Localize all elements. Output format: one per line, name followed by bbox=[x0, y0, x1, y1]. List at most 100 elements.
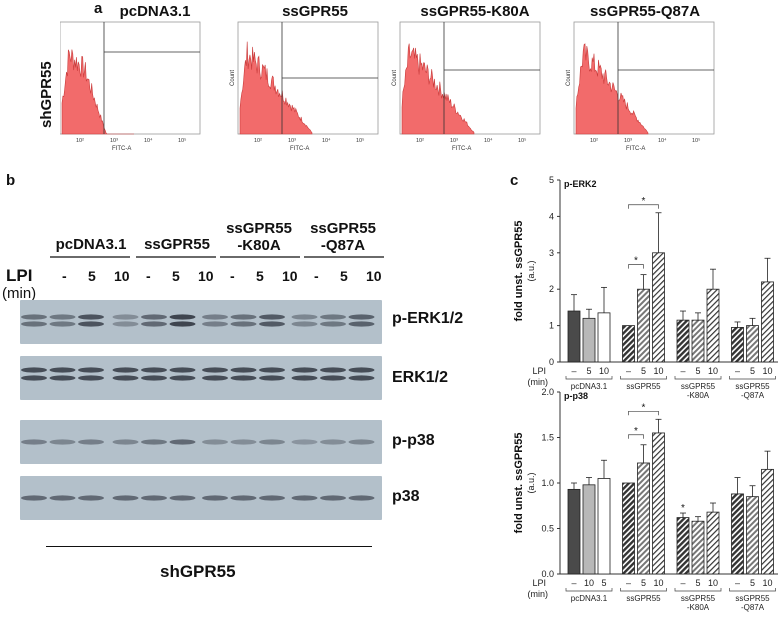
flow-histogram bbox=[239, 41, 313, 135]
blot-band bbox=[291, 439, 318, 445]
flow-x-tick: 10³ bbox=[110, 138, 118, 144]
panel-b-letter: b bbox=[6, 172, 16, 189]
wb-lpi-label: LPI bbox=[6, 266, 33, 285]
blot-p-erk bbox=[20, 300, 382, 344]
chart-dose-label: – bbox=[735, 578, 740, 588]
chart-group-bracket bbox=[565, 588, 613, 592]
chart-y-tick-label: 0.0 bbox=[541, 569, 554, 579]
flow-y-label: Count bbox=[230, 70, 236, 86]
chart-dose-label: – bbox=[680, 578, 685, 588]
chart-group-label: ssGPR55 bbox=[626, 594, 661, 603]
blot-band bbox=[259, 314, 285, 320]
flow-x-tick: 10³ bbox=[450, 138, 458, 144]
flow-x-tick: 10² bbox=[254, 138, 262, 144]
chart-bar bbox=[637, 288, 650, 363]
chart-dose-label: 5 bbox=[601, 578, 606, 588]
flow-histogram bbox=[61, 49, 134, 135]
panel-c-letter: c bbox=[510, 172, 519, 189]
blot-band bbox=[348, 314, 375, 320]
chart-sig-star: * bbox=[681, 503, 685, 514]
blot-label-p-p38: p-p38 bbox=[392, 432, 435, 449]
blot-band bbox=[259, 367, 285, 373]
panel-a-letter: a bbox=[94, 0, 103, 17]
chart-dose-label: 10 bbox=[762, 366, 772, 376]
blot-band bbox=[21, 314, 47, 320]
chart-bar bbox=[652, 432, 665, 575]
wb-dose-label: 5 bbox=[88, 268, 96, 284]
flow-plot-3: Count 10² 10³ 10⁴ 10⁵ FITC-A bbox=[566, 21, 715, 152]
wb-dose-label: - bbox=[146, 268, 151, 284]
flow-x-tick: 10⁵ bbox=[692, 137, 700, 144]
blot-band bbox=[320, 367, 346, 373]
chart-dose-label: 5 bbox=[641, 366, 646, 376]
blot-band bbox=[141, 367, 167, 373]
blot-band bbox=[141, 321, 167, 327]
chart-y-tick-label: 0.5 bbox=[541, 524, 554, 534]
flow-plot-2: Count 10² 10³ 10⁴ 10⁵ FITC-A bbox=[392, 21, 541, 152]
flow-histogram bbox=[575, 43, 649, 135]
wb-dose-label: 5 bbox=[256, 268, 264, 284]
chart-y-tick-label: 2.0 bbox=[541, 387, 554, 397]
blot-band bbox=[112, 321, 139, 327]
chart-group-bracket bbox=[729, 376, 776, 380]
flow-x-tick: 10⁵ bbox=[356, 137, 364, 144]
chart-bar bbox=[676, 319, 690, 363]
blot-band bbox=[49, 495, 76, 501]
blot-band bbox=[259, 439, 285, 445]
chart-group-label-2: -Q87A bbox=[741, 603, 765, 612]
chart-bar bbox=[582, 484, 596, 575]
chart-dose-label: 10 bbox=[653, 366, 663, 376]
chart-dose-label: 10 bbox=[584, 578, 594, 588]
chart-group-label: pcDNA3.1 bbox=[571, 382, 608, 391]
wb-dose-label: 10 bbox=[282, 268, 298, 284]
blot-label-p38: p38 bbox=[392, 488, 420, 505]
flow-x-tick: 10³ bbox=[624, 138, 632, 144]
chart-y-tick-label: 4 bbox=[549, 211, 554, 221]
flow-title-pcdna: pcDNA3.1 bbox=[119, 3, 191, 20]
chart-title: p-p38 bbox=[564, 391, 588, 401]
chart-min-label: (min) bbox=[528, 377, 549, 387]
chart-bar bbox=[691, 319, 705, 363]
blot-band bbox=[348, 439, 375, 445]
wb-group-k80a: ssGPR55 -K80A bbox=[226, 220, 292, 254]
chart-group-bracket bbox=[620, 588, 667, 592]
chart-bar bbox=[731, 493, 744, 575]
blot-band bbox=[78, 367, 104, 373]
chart-bar bbox=[622, 325, 635, 363]
blot-band bbox=[202, 439, 228, 445]
chart-dose-label: – bbox=[571, 366, 576, 376]
chart-dose-label: 5 bbox=[750, 366, 755, 376]
blot-band bbox=[78, 495, 104, 501]
blot-band bbox=[169, 321, 196, 327]
blot-band bbox=[291, 495, 318, 501]
blot-band bbox=[112, 367, 139, 373]
wb-dose-label: 10 bbox=[366, 268, 382, 284]
chart-group-label-2: -K80A bbox=[687, 391, 710, 400]
chart-y-tick-label: 3 bbox=[549, 248, 554, 258]
flow-x-tick: 10⁴ bbox=[144, 137, 153, 144]
blot-erk bbox=[20, 356, 382, 400]
chart-sig-bracket bbox=[628, 204, 659, 209]
blot-band bbox=[320, 495, 346, 501]
chart-dose-label: 10 bbox=[762, 578, 772, 588]
chart-y-tick-label: 1.5 bbox=[541, 433, 554, 443]
flow-y-label: Count bbox=[392, 70, 398, 86]
chart-group-bracket bbox=[674, 588, 722, 592]
wb-dose-label: - bbox=[314, 268, 319, 284]
flow-x-tick: 10² bbox=[590, 138, 598, 144]
blot-band bbox=[49, 375, 76, 381]
blot-band bbox=[141, 439, 167, 445]
chart-title: p-ERK2 bbox=[564, 179, 597, 189]
chart-dose-label: 10 bbox=[599, 366, 609, 376]
panel-a-row-label: shGPR55 bbox=[38, 61, 55, 128]
chart-y-label: fold unst. ssGPR55 bbox=[513, 221, 525, 322]
chart-dose-label: 5 bbox=[695, 366, 700, 376]
blot-band bbox=[112, 314, 139, 320]
chart-bar bbox=[567, 488, 581, 575]
chart-group-bracket bbox=[729, 588, 776, 592]
blot-band bbox=[49, 314, 76, 320]
chart-sig-star: * bbox=[642, 402, 646, 413]
chart-y-tick-label: 5 bbox=[549, 175, 554, 185]
blot-p38-bands bbox=[21, 495, 375, 501]
blot-band bbox=[291, 367, 318, 373]
